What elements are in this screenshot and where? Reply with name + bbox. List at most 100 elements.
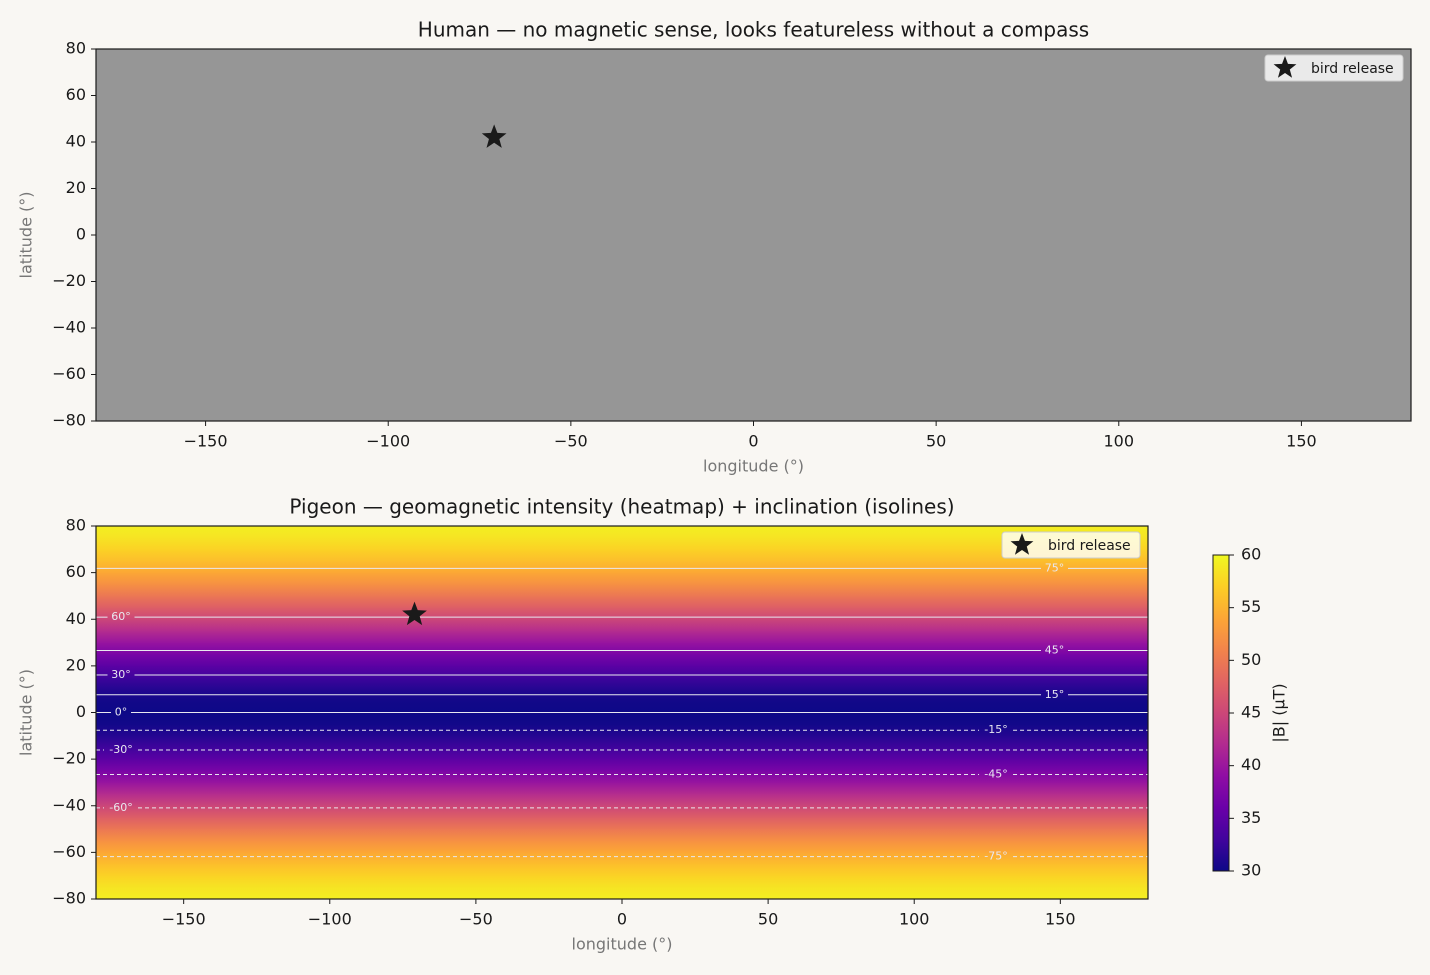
y-tick-label: −80 [52,411,86,430]
heat-band [96,618,1148,632]
colorbar-tick-label: 40 [1241,755,1261,774]
legend-box [1001,531,1141,559]
isoline-label: 30° [111,668,131,681]
y-tick-label: 20 [66,178,86,197]
colorbar-tick-label: 60 [1241,545,1261,564]
y-tick-label: 80 [66,516,86,535]
legend-label: bird release [1311,61,1394,77]
colorbar-tick-label: 30 [1241,861,1261,880]
plot-background [96,49,1411,421]
y-tick-label: 0 [76,225,86,244]
heat-band [96,583,1148,597]
heat-band [96,758,1148,772]
isoline-label: 45° [1045,643,1065,656]
y-tick-label: 60 [66,562,86,581]
y-tick-label: 80 [66,39,86,58]
heat-band [96,817,1148,830]
y-tick-label: −20 [52,271,86,290]
colorbar-tick-label: 35 [1241,808,1261,827]
y-tick-label: 0 [76,702,86,721]
heat-band [96,630,1148,643]
x-tick-label: 50 [926,432,946,451]
release-marker [402,601,427,626]
y-tick-label: −40 [52,795,86,814]
heat-band [96,677,1148,690]
x-axis-label: longitude (°) [703,457,804,476]
heat-band [96,537,1148,550]
chart-title: Pigeon — geomagnetic intensity (heatmap)… [289,495,954,519]
y-axis-label: latitude (°) [17,669,36,756]
heat-band [96,653,1148,667]
isoline-label: -45° [984,768,1007,781]
x-tick-label: 150 [1286,432,1317,451]
isoline-label: -30° [109,743,132,756]
y-tick-label: −60 [52,364,86,383]
heat-band [96,595,1148,608]
y-tick-label: −20 [52,749,86,768]
heat-band [96,607,1148,620]
colorbar-label: |B| (μT) [1270,683,1289,742]
legend-marker [1010,533,1034,555]
x-tick-label: −100 [366,432,410,451]
x-tick-label: −50 [459,910,493,929]
heat-band [96,560,1148,573]
heat-band [96,572,1148,585]
y-tick-label: −60 [52,842,86,861]
heat-band [96,712,1148,725]
heat-band [96,840,1148,853]
heat-band [96,782,1148,795]
heat-band [96,770,1148,783]
heat-band [96,828,1148,842]
x-tick-label: 0 [748,432,758,451]
x-tick-label: 100 [899,910,930,929]
heat-band [96,735,1148,748]
heat-band [96,665,1148,678]
plot-frame [95,525,1149,900]
colorbar-tick-label: 50 [1241,650,1261,669]
x-tick-label: 150 [1045,910,1076,929]
heat-band [96,525,1148,538]
plot-frame [95,48,1412,422]
legend-label: bird release [1048,538,1131,554]
isoline-label: 0° [115,706,128,719]
isoline-label: -75° [984,850,1007,863]
x-tick-label: 0 [617,910,627,929]
colorbar-tick-label: 55 [1241,597,1261,616]
x-tick-label: −150 [162,910,206,929]
isoline-label: -60° [109,801,132,814]
y-tick-label: −40 [52,318,86,337]
heat-band [96,805,1148,818]
isoline-label: 60° [111,610,131,623]
x-tick-label: −100 [308,910,352,929]
isoline-label: 15° [1045,688,1065,701]
x-axis-label: longitude (°) [572,935,673,954]
heat-band [96,700,1148,713]
x-tick-label: −150 [184,432,228,451]
isoline-label: -15° [984,723,1007,736]
y-axis-label: latitude (°) [17,192,36,279]
heat-band [96,747,1148,760]
heat-band [96,887,1148,900]
legend-marker [1273,56,1297,78]
colorbar [1212,554,1230,872]
y-tick-label: 40 [66,132,86,151]
heat-band [96,875,1148,888]
heat-band [96,852,1148,865]
isoline-label: 75° [1045,561,1065,574]
chart-title: Human — no magnetic sense, looks feature… [418,18,1089,42]
heat-band [96,549,1148,562]
legend-box [1264,54,1404,82]
heat-band [96,793,1148,807]
x-tick-label: −50 [554,432,588,451]
release-marker [481,124,507,148]
x-tick-label: 50 [758,910,778,929]
x-tick-label: 100 [1104,432,1135,451]
colorbar-tick-label: 45 [1241,703,1261,722]
y-tick-label: −80 [52,889,86,908]
y-tick-label: 20 [66,655,86,674]
heat-band [96,642,1148,655]
y-tick-label: 60 [66,85,86,104]
y-tick-label: 40 [66,609,86,628]
